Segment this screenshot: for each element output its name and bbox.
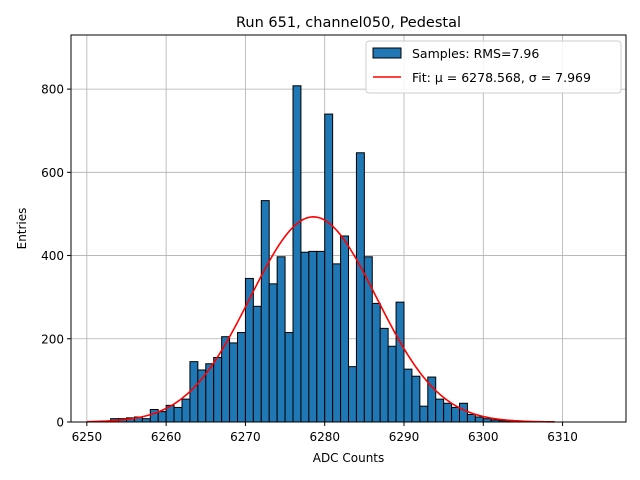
y-tick-label: 600 (41, 166, 64, 180)
histogram-bar (149, 409, 159, 423)
histogram-bar (466, 414, 476, 423)
legend-box (365, 40, 622, 94)
histogram-bar (371, 302, 381, 423)
legend-swatch-samples (372, 47, 402, 59)
histogram-bar (443, 402, 453, 423)
histogram-bar (348, 366, 357, 423)
y-axis-label: Entries (15, 208, 29, 250)
fit-curve-group (86, 216, 555, 423)
y-tick-label: 0 (56, 416, 64, 430)
histogram-bar (292, 85, 302, 423)
histogram-bar (395, 301, 405, 423)
y-tick-label: 400 (41, 249, 64, 263)
histogram-bar (300, 251, 310, 423)
legend-label-samples: Samples: RMS=7.96 (412, 46, 539, 61)
histogram-bar (419, 405, 429, 423)
histogram-bar (173, 406, 183, 423)
histogram-bar (276, 256, 286, 423)
histogram-bar (189, 361, 199, 423)
legend-label-fit: Fit: μ = 6278.568, σ = 7.969 (412, 70, 591, 85)
histogram-bar (324, 113, 334, 423)
x-tick-label: 6270 (230, 430, 261, 444)
histogram-bar (387, 345, 397, 423)
histogram-bar (379, 327, 389, 423)
histogram-bar (403, 368, 413, 423)
histogram-bar (459, 402, 468, 423)
histogram-bar (435, 398, 445, 423)
x-tick-label: 6310 (547, 430, 578, 444)
histogram-bar (157, 411, 167, 423)
x-tick-label: 6260 (151, 430, 182, 444)
histogram-bar (340, 235, 350, 423)
histogram-bar (237, 332, 246, 423)
histogram-bar (213, 357, 223, 423)
y-axis-ticks: 0 200 400 600 800 (41, 83, 71, 430)
histogram-bar (308, 250, 318, 423)
histogram-bars (110, 85, 524, 423)
x-axis-ticks: 6250 6260 6270 6280 6290 6300 6310 (72, 422, 578, 444)
histogram-bar (181, 398, 191, 423)
histogram-bar (252, 305, 262, 423)
histogram-bar (411, 375, 421, 423)
histogram-bar (474, 416, 484, 423)
y-tick-label: 800 (41, 83, 64, 97)
x-axis-label: ADC Counts (313, 451, 385, 465)
histogram-bar (316, 250, 326, 423)
histogram-bar (229, 342, 238, 423)
fit-curve (86, 216, 555, 423)
histogram-bar (355, 152, 365, 423)
plot-frame (70, 34, 627, 423)
y-tick-label: 200 (41, 332, 64, 346)
x-tick-label: 6300 (468, 430, 499, 444)
x-tick-label: 6280 (309, 430, 340, 444)
histogram-bar (260, 200, 270, 423)
histogram-bar (268, 283, 278, 423)
histogram-bar (451, 406, 461, 423)
chart-title: Run 651, channel050, Pedestal (236, 15, 461, 31)
histogram-bar (284, 332, 294, 423)
histogram-bar (332, 263, 342, 423)
x-tick-label: 6250 (72, 430, 103, 444)
legend: Samples: RMS=7.96 Fit: μ = 6278.568, σ =… (365, 40, 622, 94)
x-tick-label: 6290 (389, 430, 420, 444)
